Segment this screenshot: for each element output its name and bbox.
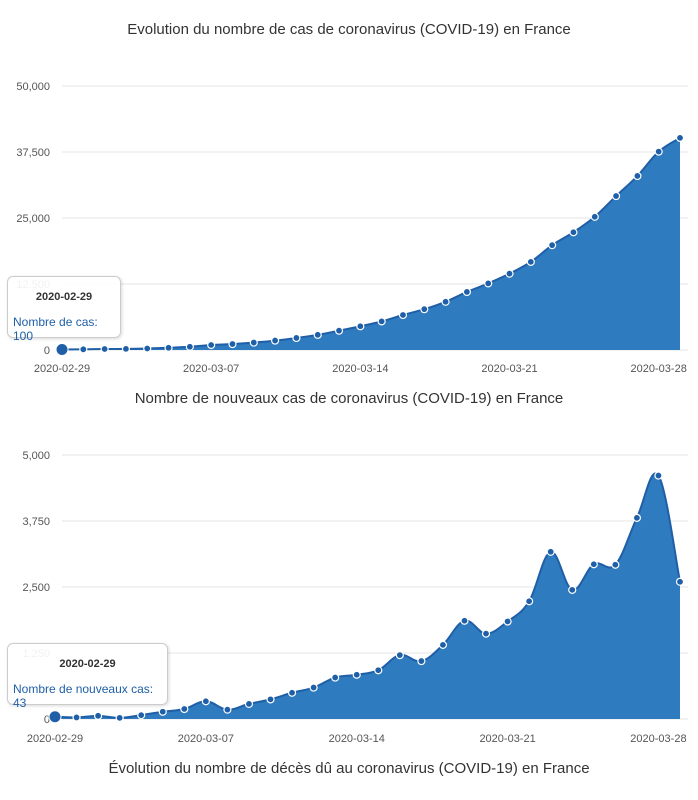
- chart2-point[interactable]: [180, 704, 189, 714]
- chart1-x-tick-label: 2020-03-21: [481, 363, 537, 375]
- chart2-point[interactable]: [158, 707, 167, 716]
- chart2-tooltip-value: Nombre de nouveaux cas: 43: [13, 682, 154, 710]
- chart2-point[interactable]: [438, 640, 448, 649]
- chart1-point[interactable]: [462, 287, 471, 297]
- chart2-point[interactable]: [201, 697, 210, 706]
- chart3-title: Évolution du nombre de décès dû au coron…: [108, 760, 590, 777]
- chart2-x-tick-label: 2020-02-29: [27, 733, 83, 745]
- chart2-point[interactable]: [115, 713, 124, 722]
- chart1-tooltip-date: 2020-02-29: [35, 291, 93, 303]
- chart1-point[interactable]: [377, 317, 386, 326]
- chart2-point[interactable]: [611, 560, 620, 569]
- chart1-y-tick-label: 50,000: [16, 81, 50, 93]
- chart2-point[interactable]: [287, 688, 297, 697]
- chart2-point-hover[interactable]: [48, 710, 62, 724]
- chart2-point[interactable]: [460, 616, 469, 625]
- chart2-point[interactable]: [654, 471, 663, 480]
- chart2-y-tick-label: 3,750: [22, 516, 50, 528]
- chart2-tooltip-date: 2020-02-29: [59, 658, 116, 670]
- chart2-point[interactable]: [546, 547, 555, 556]
- chart2-point[interactable]: [395, 651, 404, 660]
- chart2-point[interactable]: [137, 711, 146, 720]
- chart2-tooltip: 2020-02-29 Nombre de nouveaux cas: 43: [7, 643, 168, 710]
- chart1-point[interactable]: [441, 297, 450, 306]
- chart2-point[interactable]: [374, 666, 383, 675]
- chart1-point[interactable]: [654, 147, 663, 156]
- chart2-point[interactable]: [481, 629, 491, 638]
- chart2-y-tick-label: 2,500: [22, 582, 50, 594]
- chart1-point[interactable]: [484, 279, 493, 288]
- chart1-point[interactable]: [334, 326, 344, 335]
- chart1-point[interactable]: [271, 336, 280, 345]
- chart2-point[interactable]: [525, 597, 534, 606]
- chart1-point[interactable]: [590, 212, 599, 221]
- chart2-point[interactable]: [417, 656, 426, 666]
- chart2-point[interactable]: [94, 711, 103, 720]
- chart2-x-tick-label: 2020-03-21: [479, 733, 535, 745]
- chart1-point[interactable]: [313, 330, 322, 339]
- chart1-point[interactable]: [611, 191, 621, 201]
- chart1-title: Evolution du nombre de cas de coronaviru…: [127, 21, 571, 38]
- chart1-y-tick-label: 0: [44, 345, 50, 357]
- chart2-point[interactable]: [331, 673, 340, 682]
- chart1-point[interactable]: [569, 228, 578, 237]
- chart1-point[interactable]: [121, 344, 131, 353]
- chart1-tooltip-value: Nombre de cas: 100: [13, 315, 98, 343]
- chart1-point[interactable]: [100, 344, 109, 354]
- chart1-point[interactable]: [207, 340, 216, 350]
- chart1-plot[interactable]: 012,50025,00037,50050,0002020-02-292020-…: [0, 45, 698, 410]
- chart1-tooltip: 2020-02-29 Nombre de cas: 100: [7, 276, 121, 343]
- chart2-point[interactable]: [223, 705, 232, 714]
- chart2-area: [55, 473, 680, 719]
- chart1-point[interactable]: [420, 305, 429, 314]
- chart2-point[interactable]: [589, 560, 598, 569]
- chart2-point[interactable]: [244, 699, 254, 708]
- chart1-area: [62, 137, 680, 350]
- chart1-point[interactable]: [398, 310, 408, 320]
- chart2-point[interactable]: [503, 617, 512, 626]
- chart1-x-tick-label: 2020-03-14: [332, 363, 388, 375]
- chart2-point[interactable]: [568, 585, 577, 594]
- chart2-y-tick-label: 5,000: [22, 450, 50, 462]
- chart1-point[interactable]: [185, 342, 194, 351]
- chart2-x-tick-label: 2020-03-14: [329, 733, 385, 745]
- chart1-point[interactable]: [548, 241, 557, 250]
- chart2-point[interactable]: [352, 670, 361, 679]
- chart2-x-tick-label: 2020-03-07: [178, 733, 234, 745]
- chart1-point[interactable]: [292, 333, 301, 343]
- chart1-x-tick-label: 2020-03-07: [183, 363, 239, 375]
- chart2-point[interactable]: [72, 713, 81, 722]
- chart1-point[interactable]: [143, 344, 152, 353]
- chart1-point[interactable]: [505, 269, 514, 278]
- chart1-point[interactable]: [79, 345, 88, 354]
- chart1-point[interactable]: [249, 338, 258, 347]
- chart2-point[interactable]: [675, 577, 685, 586]
- chart1-point[interactable]: [633, 171, 642, 181]
- chart1-point-hover[interactable]: [55, 342, 69, 356]
- chart1-point[interactable]: [164, 343, 173, 352]
- chart2-point[interactable]: [309, 683, 318, 692]
- chart2-point[interactable]: [632, 513, 641, 522]
- chart1-point[interactable]: [356, 322, 365, 331]
- chart2-title: Nombre de nouveaux cas de coronavirus (C…: [134, 390, 564, 407]
- chart1-point[interactable]: [675, 133, 685, 142]
- chart1-x-tick-label: 2020-02-29: [34, 363, 90, 375]
- chart2-point[interactable]: [266, 695, 275, 704]
- chart1-x-tick-label: 2020-03-28: [631, 363, 687, 375]
- chart1-point[interactable]: [228, 339, 237, 349]
- chart1-y-tick-label: 37,500: [16, 147, 50, 159]
- chart2-y-tick-label: 0: [44, 714, 50, 726]
- chart1-point[interactable]: [526, 257, 535, 266]
- chart1-y-tick-label: 25,000: [16, 213, 50, 225]
- chart2-x-tick-label: 2020-03-28: [630, 733, 686, 745]
